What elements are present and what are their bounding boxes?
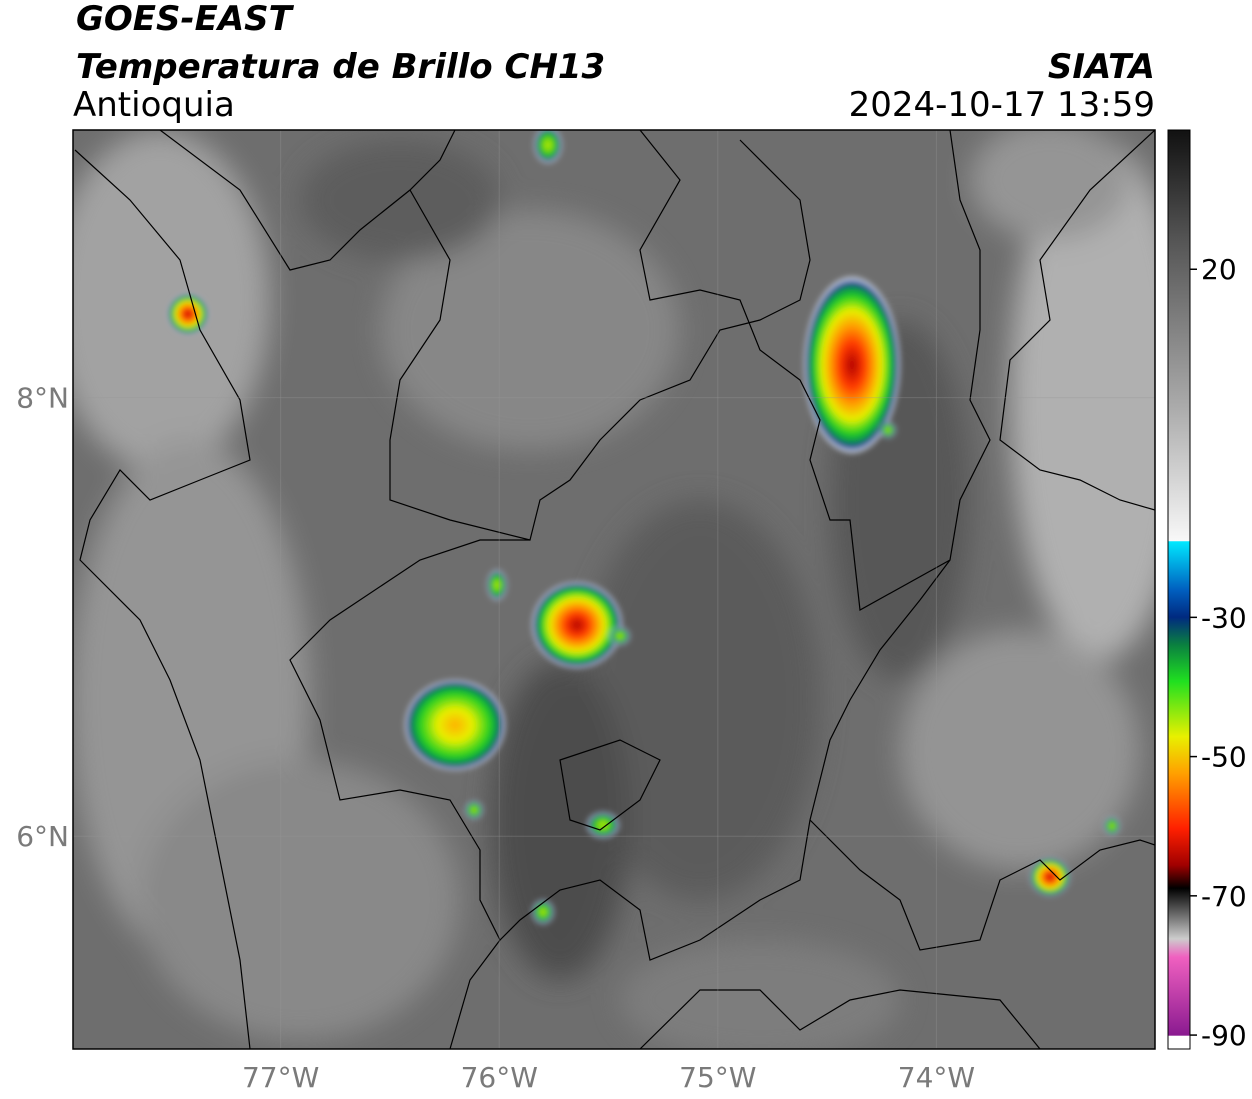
x-tick-label: 74°W [898,1061,975,1094]
x-tick-label: 76°W [461,1061,538,1094]
subtitle: Temperatura de Brillo CH13 [76,47,605,87]
x-tick-label: 75°W [679,1061,756,1094]
y-tick-label: 6°N [16,820,69,853]
colorbar-tick-label: -50 [1201,741,1247,774]
colorbar-tick-label: -30 [1201,601,1247,634]
colorbar [1167,129,1191,1050]
map-frame [72,129,1156,1050]
timestamp: 2024-10-17 13:59 [849,85,1155,125]
region: Antioquia [73,85,235,125]
colorbar-tick-label: 20 [1201,253,1237,286]
colorbar-tick-label: -90 [1201,1019,1247,1052]
source: SIATA [1048,47,1155,87]
grid [73,130,1155,1049]
y-tick-label: 8°N [16,382,69,415]
x-tick-label: 77°W [242,1061,319,1094]
title: GOES-EAST [76,0,295,39]
colorbar-tick-label: -70 [1201,880,1247,913]
satellite-image [73,130,1155,1049]
